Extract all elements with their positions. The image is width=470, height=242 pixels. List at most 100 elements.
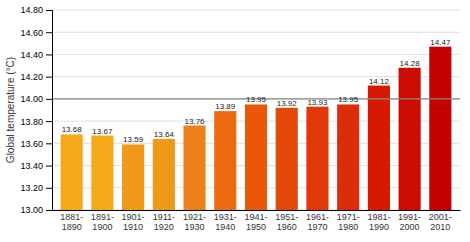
tick-label: 13.80: [20, 116, 43, 126]
tick: 1901-1910: [122, 212, 145, 232]
grid: [52, 10, 460, 210]
tick-label: 14.00: [20, 94, 43, 104]
data-label: 14.12: [369, 77, 390, 86]
tick: 14.40: [20, 50, 52, 60]
tick-label-line: 2010: [430, 222, 450, 232]
tick-mark: [46, 143, 52, 144]
tick: 1981-1990: [367, 212, 390, 232]
tick-label-line: 1961-: [306, 212, 329, 222]
tick: 13.20: [20, 183, 52, 193]
tick-label: 1921-1930: [183, 212, 206, 232]
tick-mark: [46, 77, 52, 78]
plot: 13.6813.6713.5913.6413.7613.8913.9513.92…: [20, 5, 460, 232]
tick-label-line: 1881-: [60, 212, 83, 222]
tick-label-line: 1970: [307, 222, 327, 232]
tick-label: 1931-1940: [214, 212, 237, 232]
tick: 1961-1970: [306, 212, 329, 232]
tick-label-line: 1901-: [122, 212, 145, 222]
tick: 1991-2000: [398, 212, 421, 232]
tick-label: 1901-1910: [122, 212, 145, 232]
tick-label: 1981-1990: [367, 212, 390, 232]
tick-mark: [46, 10, 52, 11]
axis-line: [53, 210, 461, 211]
tick-label-line: 1911-: [153, 212, 175, 222]
chart-container: 13.6813.6713.5913.6413.7613.8913.9513.92…: [0, 0, 470, 242]
x-axis: 1881-1890 1891-1900 1901-1910 1911-1920 1921…: [53, 211, 461, 233]
bar: [214, 111, 236, 210]
tick-label: 1961-1970: [306, 212, 329, 232]
tick-label: 13.40: [20, 161, 43, 171]
data-label: 13.92: [277, 99, 298, 108]
tick-label: 1881-1890: [60, 212, 83, 232]
tick-label-line: 1951-: [275, 212, 298, 222]
bar: [61, 134, 83, 210]
tick-label: 14.80: [20, 5, 43, 15]
tick-label-line: 1990: [369, 222, 389, 232]
data-label: 14.47: [430, 38, 451, 47]
y-axis: 13.00 13.20 13.40 13.60 13.80 14.00 14.20 14.40…: [20, 5, 52, 215]
tick: 1931-1940: [214, 212, 237, 232]
grid-line: [52, 10, 460, 11]
tick-label-line: 1980: [338, 222, 358, 232]
bar: [429, 47, 451, 210]
tick-label-line: 1910: [123, 222, 143, 232]
bar: [122, 144, 144, 210]
bar: [337, 104, 359, 210]
tick-label: 14.40: [20, 50, 43, 60]
tick-mark: [46, 32, 52, 33]
tick-label-line: 1931-: [214, 212, 237, 222]
data-label: 13.76: [185, 117, 206, 126]
y-axis-title: Global temperature (°C): [5, 57, 16, 163]
tick-label: 13.60: [20, 139, 43, 149]
tick-label-line: 1891-: [91, 212, 114, 222]
marks: [52, 47, 460, 210]
tick-label-line: 1890: [62, 222, 82, 232]
bar: [368, 86, 390, 210]
tick-mark: [46, 166, 52, 167]
data-label: 14.28: [400, 59, 421, 68]
tick: 1921-1930: [183, 212, 206, 232]
data-label: 13.89: [215, 102, 236, 111]
tick-mark: [46, 210, 52, 211]
tick: 1881-1890: [60, 212, 83, 232]
tick: 1951-1960: [275, 212, 298, 232]
bar: [306, 107, 328, 210]
data-label: 13.93: [307, 98, 328, 107]
tick-label: 14.60: [20, 28, 43, 38]
axis-line: [46, 11, 53, 211]
tick: 1971-1980: [337, 212, 360, 232]
data-label: 13.95: [338, 95, 359, 104]
tick-label: 14.20: [20, 72, 43, 82]
tick-label-line: 1950: [246, 222, 266, 232]
tick-label: 2001-2010: [429, 212, 452, 232]
tick: 13.40: [20, 161, 52, 171]
tick-label-line: 1971-: [337, 212, 360, 222]
data-label: 13.64: [154, 130, 175, 139]
tick-label-line: 1940: [215, 222, 235, 232]
bar: [276, 108, 298, 210]
grid-line: [52, 54, 460, 55]
tick-label: 1911-1920: [153, 212, 175, 232]
tick-label-line: 2000: [400, 222, 420, 232]
bar: [399, 68, 421, 210]
tick-label-line: 1920: [154, 222, 174, 232]
tick-label-line: 1960: [277, 222, 297, 232]
tick: 13.60: [20, 139, 52, 149]
bar: [183, 126, 205, 210]
tick-label-line: 1900: [92, 222, 112, 232]
tick-label: 1941-1950: [244, 212, 267, 232]
tick-mark: [46, 121, 52, 122]
tick-mark: [46, 99, 52, 100]
tick-label-line: 1930: [185, 222, 205, 232]
tick-label-line: 1941-: [244, 212, 267, 222]
tick: 14.80: [20, 5, 52, 15]
tick-label-line: 1991-: [398, 212, 421, 222]
bar: [153, 139, 175, 210]
tick-label-line: 1921-: [183, 212, 206, 222]
data-labels: 13.6813.6713.5913.6413.7613.8913.9513.92…: [62, 38, 451, 145]
tick: 13.00: [20, 205, 52, 215]
tick: 1911-1920: [153, 212, 175, 232]
grid-line: [52, 32, 460, 33]
tick-label: 1991-2000: [398, 212, 421, 232]
bar: [245, 104, 267, 210]
